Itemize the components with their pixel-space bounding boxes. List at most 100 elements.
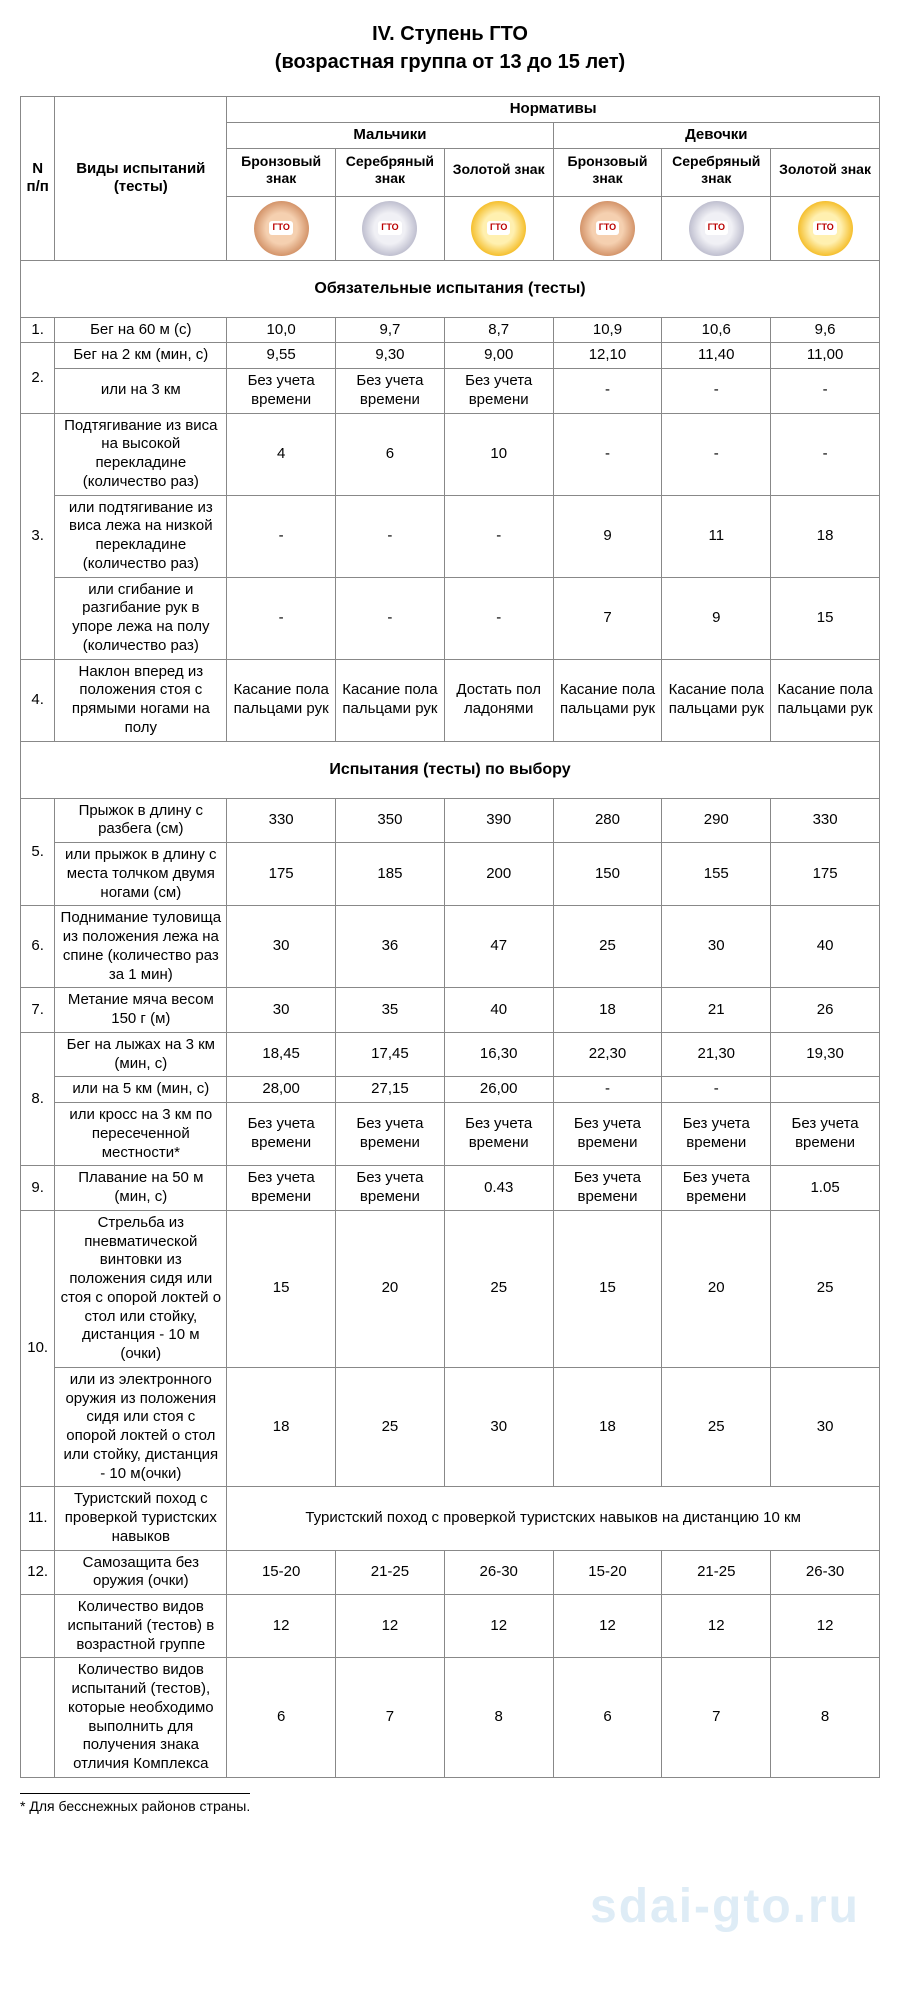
row-number: 12. bbox=[21, 1550, 55, 1595]
test-name: или на 3 км bbox=[55, 369, 227, 414]
value-cell: 25 bbox=[662, 1367, 771, 1487]
badge-silver-icon bbox=[336, 196, 445, 260]
table-row: 1.Бег на 60 м (с)10,09,78,710,910,69,6 bbox=[21, 317, 880, 343]
table-row: Количество видов испытаний (тестов) в во… bbox=[21, 1595, 880, 1658]
test-name: или сгибание и разгибание рук в упоре ле… bbox=[55, 577, 227, 659]
value-cell: 15-20 bbox=[553, 1550, 662, 1595]
value-cell: 20 bbox=[662, 1210, 771, 1367]
row-number: 5. bbox=[21, 798, 55, 906]
value-cell: 25 bbox=[553, 906, 662, 988]
value-cell: 40 bbox=[771, 906, 880, 988]
value-cell: 150 bbox=[553, 843, 662, 906]
value-cell: Без учета времени bbox=[336, 1166, 445, 1211]
table-row: 10.Стрельба из пневматической винтовки и… bbox=[21, 1210, 880, 1367]
gto-standards-table: N п/п Виды испытаний (тесты) Нормативы М… bbox=[20, 96, 880, 1778]
header-girls: Девочки bbox=[553, 122, 879, 148]
value-cell: 8 bbox=[771, 1658, 880, 1778]
badge-gold-icon bbox=[771, 196, 880, 260]
test-name: Количество видов испытаний (тестов), кот… bbox=[55, 1658, 227, 1778]
value-cell: 26-30 bbox=[444, 1550, 553, 1595]
test-name: Бег на 60 м (с) bbox=[55, 317, 227, 343]
value-cell: 9,7 bbox=[336, 317, 445, 343]
value-cell: 9,6 bbox=[771, 317, 880, 343]
value-cell: 26,00 bbox=[444, 1077, 553, 1103]
value-cell: 1.05 bbox=[771, 1166, 880, 1211]
table-row: или прыжок в длину с места толчком двумя… bbox=[21, 843, 880, 906]
value-cell: 18,45 bbox=[227, 1032, 336, 1077]
header-normatives: Нормативы bbox=[227, 97, 880, 123]
value-cell: 175 bbox=[771, 843, 880, 906]
value-cell: 21-25 bbox=[336, 1550, 445, 1595]
table-row: или подтягивание из виса лежа на низкой … bbox=[21, 495, 880, 577]
value-cell: Без учета времени bbox=[444, 1103, 553, 1166]
header-num: N п/п bbox=[21, 97, 55, 261]
test-name: Бег на 2 км (мин, с) bbox=[55, 343, 227, 369]
value-cell: 0.43 bbox=[444, 1166, 553, 1211]
value-cell: 6 bbox=[227, 1658, 336, 1778]
test-name: Наклон вперед из положения стоя с прямым… bbox=[55, 659, 227, 741]
badge-gold-icon bbox=[444, 196, 553, 260]
value-cell bbox=[771, 1077, 880, 1103]
table-row: 2.Бег на 2 км (мин, с)9,559,309,0012,101… bbox=[21, 343, 880, 369]
row-number: 9. bbox=[21, 1166, 55, 1211]
title-line-2: (возрастная группа от 13 до 15 лет) bbox=[20, 48, 880, 76]
section-optional-header: Испытания (тесты) по выбору bbox=[21, 741, 880, 798]
row-number: 11. bbox=[21, 1487, 55, 1550]
value-cell: Без учета времени bbox=[662, 1103, 771, 1166]
value-cell: 200 bbox=[444, 843, 553, 906]
header-boys: Мальчики bbox=[227, 122, 553, 148]
value-cell: 6 bbox=[336, 413, 445, 495]
table-row: 5.Прыжок в длину с разбега (см)330350390… bbox=[21, 798, 880, 843]
value-cell: 330 bbox=[227, 798, 336, 843]
test-name: Метание мяча весом 150 г (м) bbox=[55, 988, 227, 1033]
value-cell: 10,9 bbox=[553, 317, 662, 343]
test-name: или подтягивание из виса лежа на низкой … bbox=[55, 495, 227, 577]
test-name: или кросс на 3 км по пересеченной местно… bbox=[55, 1103, 227, 1166]
test-name: Туристский поход с проверкой туристских … bbox=[55, 1487, 227, 1550]
row-number: 7. bbox=[21, 988, 55, 1033]
table-row: или на 3 кмБез учета времениБез учета вр… bbox=[21, 369, 880, 414]
value-cell: - bbox=[444, 495, 553, 577]
value-cell: - bbox=[227, 495, 336, 577]
value-cell: 10,6 bbox=[662, 317, 771, 343]
value-cell: - bbox=[662, 1077, 771, 1103]
value-cell: - bbox=[771, 413, 880, 495]
test-name: Самозащита без оружия (очки) bbox=[55, 1550, 227, 1595]
value-cell: - bbox=[227, 577, 336, 659]
value-cell: 9,55 bbox=[227, 343, 336, 369]
test-name: Бег на лыжах на 3 км (мин, с) bbox=[55, 1032, 227, 1077]
title-line-1: IV. Ступень ГТО bbox=[20, 20, 880, 48]
value-cell: Касание пола пальцами рук bbox=[227, 659, 336, 741]
badge-silver-icon bbox=[662, 196, 771, 260]
value-cell: 11,40 bbox=[662, 343, 771, 369]
value-cell: Без учета времени bbox=[227, 1103, 336, 1166]
table-row: 11.Туристский поход с проверкой туристск… bbox=[21, 1487, 880, 1550]
test-name: или из электронного оружия из положения … bbox=[55, 1367, 227, 1487]
value-cell: Без учета времени bbox=[771, 1103, 880, 1166]
value-cell: 175 bbox=[227, 843, 336, 906]
value-cell: 11,00 bbox=[771, 343, 880, 369]
value-cell: 10 bbox=[444, 413, 553, 495]
footnote: * Для бесснежных районов страны. bbox=[20, 1793, 250, 1814]
value-cell: 11 bbox=[662, 495, 771, 577]
value-cell: 280 bbox=[553, 798, 662, 843]
value-cell: 18 bbox=[553, 1367, 662, 1487]
value-cell: 7 bbox=[662, 1658, 771, 1778]
header-girls-silver: Серебряный знак bbox=[662, 148, 771, 196]
row-number: 4. bbox=[21, 659, 55, 741]
value-cell: 12 bbox=[336, 1595, 445, 1658]
test-name: или на 5 км (мин, с) bbox=[55, 1077, 227, 1103]
row-number bbox=[21, 1658, 55, 1778]
badge-bronze-icon bbox=[227, 196, 336, 260]
table-row: 4.Наклон вперед из положения стоя с прям… bbox=[21, 659, 880, 741]
value-cell: Без учета времени bbox=[227, 1166, 336, 1211]
value-cell: Без учета времени bbox=[553, 1103, 662, 1166]
value-cell: 15 bbox=[771, 577, 880, 659]
value-cell: 12 bbox=[662, 1595, 771, 1658]
value-cell: 8,7 bbox=[444, 317, 553, 343]
value-cell: 47 bbox=[444, 906, 553, 988]
value-cell: 390 bbox=[444, 798, 553, 843]
value-cell: 9 bbox=[662, 577, 771, 659]
value-cell: Касание пола пальцами рук bbox=[553, 659, 662, 741]
value-cell: 19,30 bbox=[771, 1032, 880, 1077]
